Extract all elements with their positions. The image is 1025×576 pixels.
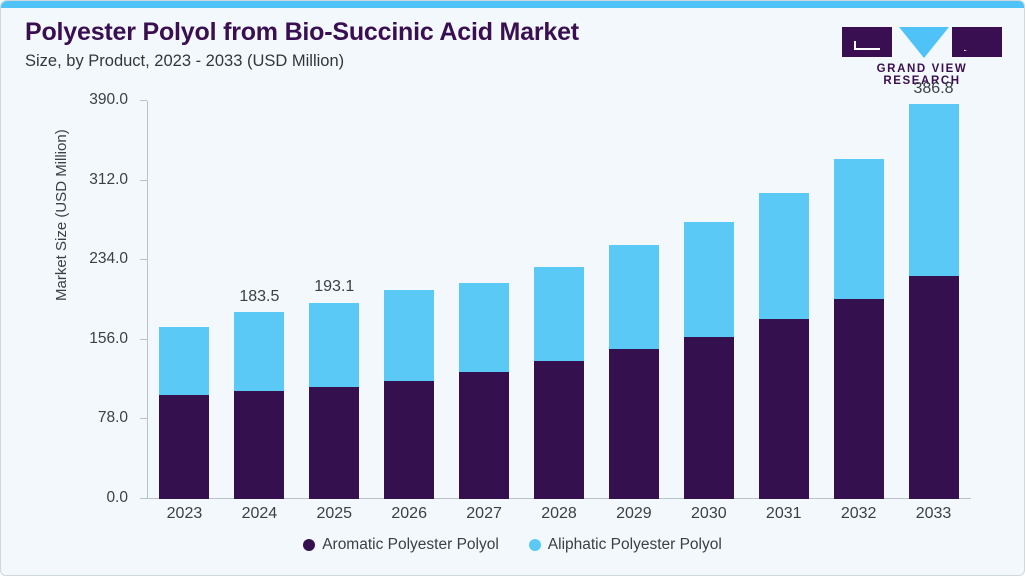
bar-group[interactable]: 386.8 2033 — [896, 80, 971, 522]
bar-stack[interactable] — [758, 192, 809, 499]
logo-text: GRAND VIEW RESEARCH — [876, 63, 968, 87]
legend-item[interactable]: Aromatic Polyester Polyol — [303, 536, 499, 554]
grand-view-research-logo: GRAND VIEW RESEARCH — [842, 27, 1002, 87]
bar-segment-aromatic[interactable] — [234, 390, 285, 499]
x-axis-tick-label: 2030 — [691, 505, 727, 522]
x-axis-tick-label: 2027 — [466, 505, 502, 522]
page-subtitle: Size, by Product, 2023 - 2033 (USD Milli… — [25, 51, 345, 70]
logo-marks — [842, 27, 1002, 59]
legend-item[interactable]: Aliphatic Polyester Polyol — [528, 536, 722, 554]
bar-segment-aromatic[interactable] — [683, 336, 734, 499]
legend-label: Aliphatic Polyester Polyol — [547, 536, 722, 553]
bar-value-label: 193.1 — [314, 277, 355, 295]
x-axis-tick-label: 2025 — [316, 505, 353, 522]
y-axis-tick: 156.0 — [89, 330, 147, 347]
logo-left-block-icon — [842, 27, 892, 57]
diagonal-slash-icon — [964, 38, 992, 51]
bar-segment-aromatic[interactable] — [608, 349, 659, 499]
legend-label: Aromatic Polyester Polyol — [322, 536, 499, 553]
y-axis-tick-label: 78.0 — [97, 409, 128, 427]
x-axis-tick-label: 2033 — [915, 505, 952, 522]
bar-value-label: 386.8 — [913, 80, 954, 98]
bar-segment-aromatic[interactable] — [309, 386, 360, 499]
bar-stack[interactable] — [459, 282, 510, 499]
bar-group[interactable]: 2031 — [746, 101, 821, 522]
bar-segment-aromatic[interactable] — [459, 372, 510, 499]
bar-segment-aliphatic[interactable] — [908, 104, 959, 276]
y-axis-tick: 78.0 — [98, 409, 147, 426]
bar-group[interactable]: 2027 — [447, 101, 522, 522]
bar-stack[interactable] — [309, 302, 360, 499]
bar-group[interactable]: 2026 — [372, 101, 447, 522]
bar-segment-aliphatic[interactable] — [608, 244, 659, 349]
x-axis-tick-label: 2023 — [166, 505, 203, 522]
bar-segment-aliphatic[interactable] — [683, 222, 734, 337]
bar-segment-aliphatic[interactable] — [533, 267, 584, 362]
bar-stack[interactable] — [683, 222, 734, 499]
bar-value-label: 183.5 — [239, 287, 280, 305]
bar-stack[interactable] — [608, 244, 659, 499]
bar-group[interactable]: 2028 — [522, 101, 597, 522]
y-axis-tick-label: 156.0 — [89, 329, 128, 347]
bar-segment-aliphatic[interactable] — [384, 289, 435, 381]
y-axis-tick-label: 390.0 — [89, 91, 128, 108]
bar-segment-aliphatic[interactable] — [159, 326, 210, 395]
bar-segment-aliphatic[interactable] — [309, 302, 360, 387]
bar-group[interactable]: 2030 — [671, 101, 746, 522]
bar-segment-aromatic[interactable] — [159, 394, 210, 499]
x-axis-tick-label: 2031 — [765, 505, 802, 522]
y-axis-line — [147, 101, 148, 499]
bar-stack[interactable] — [833, 159, 884, 499]
legend-color-dot — [528, 539, 541, 551]
top-accent-bar — [1, 1, 1024, 8]
y-axis-tick-label: 312.0 — [89, 170, 128, 188]
chart-header: Polyester Polyol from Bio-Succinic Acid … — [25, 18, 825, 70]
page-title: Polyester Polyol from Bio-Succinic Acid … — [25, 18, 579, 46]
bar-segment-aromatic[interactable] — [384, 380, 435, 499]
y-axis-tick: 312.0 — [89, 171, 147, 188]
bar-segment-aliphatic[interactable] — [234, 311, 285, 391]
y-axis-tick-label: 234.0 — [89, 250, 128, 268]
bar-group[interactable]: 2023 — [147, 101, 222, 522]
bar-segment-aromatic[interactable] — [533, 361, 584, 499]
bar-group[interactable]: 2032 — [821, 101, 896, 522]
y-axis-tick-label: 0.0 — [106, 489, 128, 506]
bar-segment-aliphatic[interactable] — [833, 159, 884, 299]
x-axis-tick-label: 2032 — [840, 505, 877, 522]
bar-segment-aromatic[interactable] — [908, 275, 959, 499]
x-axis-tick-label: 2029 — [616, 505, 652, 522]
corner-bracket-icon — [854, 41, 880, 50]
x-axis-tick-label: 2024 — [241, 505, 278, 522]
down-triangle-icon — [899, 27, 949, 58]
legend-color-dot — [303, 539, 316, 551]
bar-segment-aromatic[interactable] — [758, 319, 809, 499]
y-axis-tick: 234.0 — [89, 250, 147, 267]
chart-legend: Aromatic Polyester Polyol Aliphatic Polye… — [1, 536, 1024, 554]
x-axis-tick-label: 2028 — [541, 505, 577, 522]
bar-group[interactable]: 183.5 2024 — [222, 101, 297, 522]
y-axis-title: Market Size (USD Million) — [53, 129, 70, 301]
bar-segment-aromatic[interactable] — [833, 298, 884, 499]
bar-stack[interactable] — [234, 311, 285, 499]
bar-segment-aliphatic[interactable] — [459, 282, 510, 373]
bar-group[interactable]: 2029 — [596, 101, 671, 522]
bar-group[interactable]: 193.1 2025 — [297, 101, 372, 522]
bar-segment-aliphatic[interactable] — [758, 192, 809, 320]
bar-stack[interactable] — [159, 326, 210, 499]
x-axis-tick-label: 2026 — [391, 505, 427, 522]
bar-stack[interactable] — [533, 267, 584, 499]
plot-area: 0.0 78.0 156.0 234.0 312.0 390.0 2023 183.5 202… — [89, 80, 971, 522]
y-axis-tick: 0.0 — [106, 489, 147, 506]
bar-stack[interactable] — [908, 104, 959, 499]
y-axis-tick: 390.0 — [89, 91, 147, 108]
bar-stack[interactable] — [384, 289, 435, 499]
